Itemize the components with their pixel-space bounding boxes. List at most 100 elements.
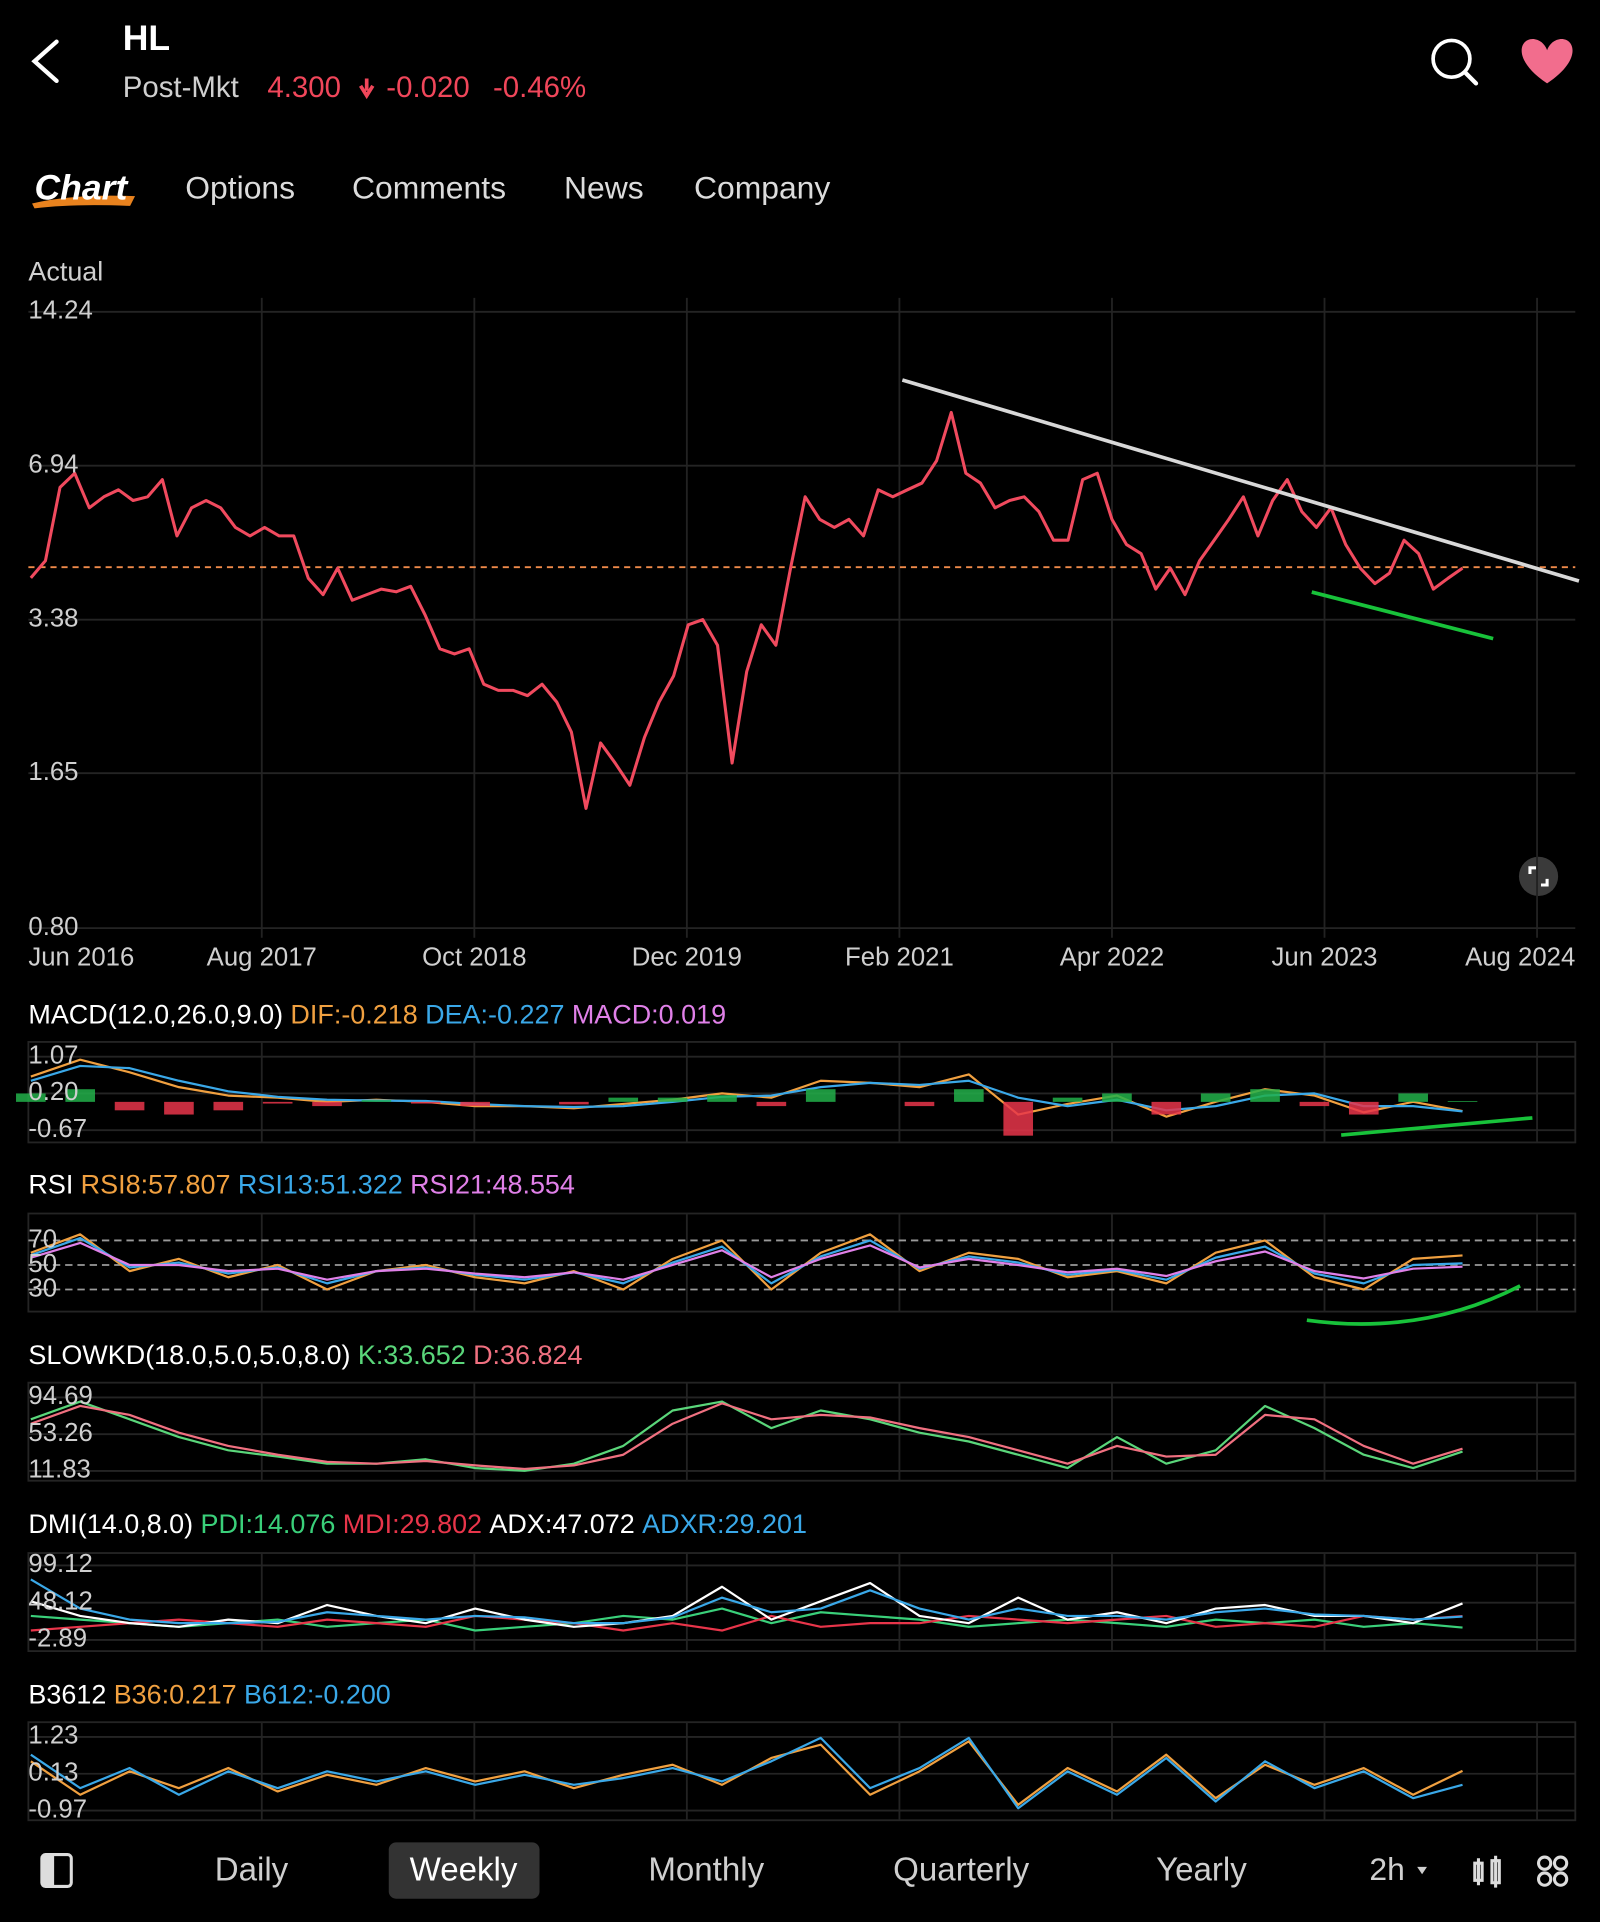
histogram-bar xyxy=(16,1093,46,1102)
charts: Jun 2016 Aug 2017 Oct 2018 Dec 2019 Feb 2021… xyxy=(16,256,1577,1823)
session: Post-Mkt xyxy=(123,71,239,104)
panel-title: Actual xyxy=(28,256,103,286)
histogram-bar xyxy=(1447,1101,1478,1102)
trend-line xyxy=(1311,590,1494,641)
legend-entry: ADXR:29.201 xyxy=(642,1509,807,1539)
x-tick-label: Jun 2016 xyxy=(28,943,134,971)
x-tick-label: Apr 2022 xyxy=(1060,943,1164,971)
legend-entry: B612:-0.200 xyxy=(244,1680,391,1710)
tab[interactable]: Chart xyxy=(35,167,130,207)
histogram-bar xyxy=(164,1101,194,1115)
series-line xyxy=(29,410,1464,810)
legend-entry: D:36.824 xyxy=(473,1340,582,1370)
down-arrow xyxy=(359,78,375,100)
legend-entry: K:33.652 xyxy=(358,1340,466,1370)
histogram-bar xyxy=(1102,1093,1132,1102)
active-period-bg xyxy=(388,1842,540,1899)
y-tick-label: 48.12 xyxy=(28,1587,92,1615)
expand-button[interactable] xyxy=(1518,856,1559,897)
y-tick-label: 94.69 xyxy=(28,1382,92,1410)
search-icon[interactable] xyxy=(1431,38,1472,80)
period[interactable]: Weekly xyxy=(410,1851,518,1888)
y-tick-label: 1.65 xyxy=(28,758,78,786)
period[interactable]: Monthly xyxy=(648,1851,764,1888)
change: -0.020 xyxy=(386,71,469,104)
histogram-bar xyxy=(65,1089,96,1102)
x-tick-label: Aug 2024 xyxy=(1465,943,1575,971)
legend-entry: RSI13:51.322 xyxy=(238,1170,403,1200)
interval-caret xyxy=(1417,1866,1427,1875)
histogram-bar xyxy=(1348,1101,1379,1115)
histogram-bar xyxy=(756,1101,787,1107)
panel-frame xyxy=(27,1212,1577,1313)
period[interactable]: Daily xyxy=(215,1851,289,1888)
grid-icon[interactable] xyxy=(1536,1855,1569,1887)
legend-entry: B36:0.217 xyxy=(114,1680,237,1710)
panel-title: SLOWKD(18.0,5.0,5.0,8.0) xyxy=(28,1340,350,1370)
histogram-bar xyxy=(114,1101,145,1111)
candle-icon[interactable] xyxy=(1473,1855,1501,1888)
panel-frame xyxy=(27,1721,1577,1822)
x-tick-label: Oct 2018 xyxy=(422,943,526,971)
legend-entry: DEA:-0.227 xyxy=(425,999,564,1029)
legend-entry: PDI:14.076 xyxy=(201,1509,336,1539)
histogram-bar xyxy=(657,1097,688,1102)
price: 4.300 xyxy=(267,71,341,104)
period[interactable]: Quarterly xyxy=(893,1851,1029,1888)
tab[interactable]: Company xyxy=(694,169,830,205)
grid-icon-dot xyxy=(1536,1871,1553,1887)
y-tick-label: -2.89 xyxy=(28,1625,87,1653)
histogram-bar xyxy=(608,1097,639,1102)
change-pct: -0.46% xyxy=(493,71,586,104)
y-tick-label: 11.83 xyxy=(28,1456,90,1484)
y-tick-label: 50 xyxy=(28,1250,57,1278)
x-tick-label: Feb 2021 xyxy=(845,943,954,971)
legend-entry: MACD:0.019 xyxy=(572,999,726,1029)
panel-title: MACD(12.0,26.0,9.0) xyxy=(28,999,283,1029)
y-tick-label: 0.20 xyxy=(28,1078,78,1106)
histogram-bar xyxy=(1151,1101,1182,1115)
grid-icon-dot xyxy=(1552,1855,1569,1871)
series-line xyxy=(30,1607,1463,1632)
series-line xyxy=(30,1736,1463,1810)
back-button[interactable] xyxy=(31,39,59,84)
histogram-bar xyxy=(1003,1101,1034,1136)
histogram-bar xyxy=(1200,1093,1231,1102)
y-tick-label: 99.12 xyxy=(28,1550,92,1578)
trend-line xyxy=(1341,1116,1533,1137)
y-tick-label: 30 xyxy=(28,1274,57,1302)
y-tick-label: 53.26 xyxy=(28,1419,92,1447)
panel-title: RSI xyxy=(28,1170,73,1200)
y-tick-label: 3.38 xyxy=(28,604,78,632)
search-handle xyxy=(1462,70,1479,86)
series-line xyxy=(30,1064,1463,1113)
x-tick-label: Aug 2017 xyxy=(207,943,317,971)
histogram-bar xyxy=(410,1101,441,1104)
tab[interactable]: Options xyxy=(185,169,295,205)
y-tick-label: 6.94 xyxy=(28,450,78,478)
trend-line xyxy=(901,378,1580,583)
periods: Daily Weekly Monthly Quarterly Yearly xyxy=(215,1851,1248,1888)
legend-entry: ADX:47.072 xyxy=(489,1509,634,1539)
period[interactable]: Yearly xyxy=(1156,1851,1247,1888)
interval[interactable]: 2h xyxy=(1369,1851,1404,1887)
tab[interactable]: Comments xyxy=(352,169,506,205)
legend-entry: RSI21:48.554 xyxy=(410,1170,575,1200)
active-tab-underline xyxy=(32,195,136,209)
histogram-bar xyxy=(312,1101,342,1107)
y-tick-label: 0.80 xyxy=(28,913,78,941)
histogram-bar xyxy=(262,1101,293,1104)
panel-title: DMI(14.0,8.0) xyxy=(28,1509,193,1539)
series-line xyxy=(30,1400,1463,1472)
histogram-bar xyxy=(954,1089,984,1102)
panel-title: B3612 xyxy=(28,1680,106,1710)
trend-line xyxy=(1306,1284,1521,1326)
favorite-icon[interactable] xyxy=(1521,39,1573,84)
histogram-bar xyxy=(559,1101,589,1105)
x-tick-label: Jun 2023 xyxy=(1272,943,1378,971)
symbol: HL xyxy=(123,18,170,58)
tab[interactable]: News xyxy=(564,169,644,205)
histogram-bar xyxy=(460,1101,490,1107)
histogram-bar xyxy=(361,1100,392,1102)
